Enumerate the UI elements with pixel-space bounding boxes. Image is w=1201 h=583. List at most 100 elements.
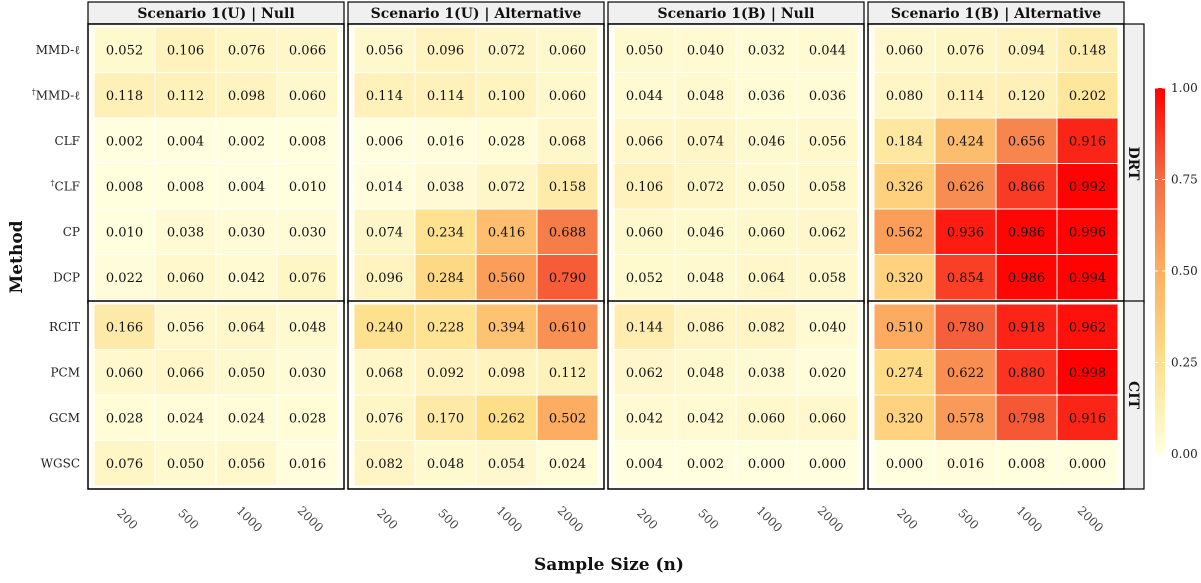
cell-value: 0.094: [1008, 43, 1045, 58]
cell-value: 0.790: [549, 271, 586, 286]
heatmap-cell: [674, 208, 737, 255]
heatmap-cell: [674, 440, 737, 487]
cell-value: 0.040: [809, 320, 846, 335]
cell-value: 0.062: [626, 366, 663, 381]
cell-value: 0.092: [427, 366, 464, 381]
cell-value: 0.060: [809, 411, 846, 426]
panel-title: Scenario 1(B) | Alternative: [891, 6, 1101, 22]
heatmap-cell: [276, 72, 339, 119]
cell-value: 0.082: [366, 457, 403, 472]
heatmap-cell: [154, 72, 217, 119]
cell-value: 0.100: [488, 89, 525, 104]
cell-value: 0.046: [687, 225, 724, 240]
heatmap-cell: [276, 163, 339, 210]
cell-value: 0.098: [228, 89, 265, 104]
heatmap-cell: [1056, 117, 1119, 164]
heatmap-cell: [215, 208, 278, 255]
cell-value: 0.072: [687, 180, 724, 195]
cell-value: 0.000: [886, 457, 923, 472]
cell-value: 0.106: [626, 180, 663, 195]
cell-value: 0.014: [366, 180, 403, 195]
heatmap-cell: [475, 163, 538, 210]
row-label: CLF: [55, 134, 80, 148]
heatmap-cell: [873, 72, 936, 119]
heatmap-cell: [536, 303, 599, 350]
row-label: GCM: [49, 411, 80, 425]
heatmap-cell: [873, 349, 936, 396]
cell-value: 0.000: [809, 457, 846, 472]
heatmap-cell: [796, 440, 859, 487]
heatmap-cell: [1056, 303, 1119, 350]
heatmap-cell: [735, 208, 798, 255]
x-tick-label: 500: [435, 506, 461, 532]
heatmap-cell: [536, 254, 599, 301]
row-label: MMD-ℓ: [36, 43, 80, 57]
cell-value: 0.068: [366, 366, 403, 381]
heatmap-cell: [276, 440, 339, 487]
heatmap-cell: [414, 394, 477, 441]
heatmap-cell: [154, 349, 217, 396]
cell-value: 0.780: [947, 320, 984, 335]
group-strip-label: DRT: [1125, 147, 1141, 182]
heatmap-cell: [613, 349, 676, 396]
cell-value: 0.060: [289, 89, 326, 104]
cell-value: 0.074: [366, 225, 403, 240]
heatmap-cell: [995, 163, 1058, 210]
cell-value: 0.028: [289, 411, 326, 426]
cell-value: 0.610: [549, 320, 586, 335]
cell-value: 0.044: [809, 43, 846, 58]
cell-value: 0.060: [549, 89, 586, 104]
cell-value: 0.058: [809, 180, 846, 195]
x-tick-label: 2000: [555, 503, 586, 534]
cell-value: 0.000: [748, 457, 785, 472]
cell-value: 0.056: [167, 320, 204, 335]
heatmap-cell: [796, 254, 859, 301]
cell-value: 0.986: [1008, 271, 1045, 286]
heatmap-cell: [674, 254, 737, 301]
heatmap-cell: [1056, 254, 1119, 301]
cell-value: 0.992: [1069, 180, 1106, 195]
heatmap-cell: [934, 303, 997, 350]
cell-value: 0.046: [748, 134, 785, 149]
heatmap-cell: [154, 440, 217, 487]
heatmap-cell: [353, 440, 416, 487]
cell-value: 0.072: [488, 43, 525, 58]
cell-value: 0.936: [947, 225, 984, 240]
heatmap-cell: [674, 117, 737, 164]
cell-value: 0.076: [289, 271, 326, 286]
colorbar-tick-label: 0.00: [1171, 447, 1198, 461]
heatmap-cell: [735, 303, 798, 350]
cell-value: 0.008: [167, 180, 204, 195]
cell-value: 0.074: [687, 134, 724, 149]
heatmap-cell: [934, 394, 997, 441]
heatmap-cell: [414, 72, 477, 119]
heatmap-cell: [934, 349, 997, 396]
heatmap-cell: [735, 163, 798, 210]
cell-value: 0.998: [1069, 366, 1106, 381]
heatmap-cell: [93, 349, 156, 396]
cell-value: 0.120: [1008, 89, 1045, 104]
cell-value: 0.036: [809, 89, 846, 104]
cell-value: 0.056: [366, 43, 403, 58]
heatmap-cell: [995, 349, 1058, 396]
cell-value: 0.394: [488, 320, 525, 335]
cell-value: 0.006: [366, 134, 403, 149]
heatmap-cell: [796, 349, 859, 396]
colorbar-tick-label: 1.00: [1171, 81, 1198, 95]
cell-value: 0.082: [748, 320, 785, 335]
heatmap-cell: [934, 254, 997, 301]
heatmap-cell: [796, 163, 859, 210]
heatmap-cell: [674, 303, 737, 350]
cell-value: 0.048: [427, 457, 464, 472]
cell-value: 0.060: [886, 43, 923, 58]
cell-value: 0.626: [947, 180, 984, 195]
heatmap-cell: [873, 26, 936, 73]
heatmap-cell: [995, 394, 1058, 441]
heatmap-cell: [995, 254, 1058, 301]
heatmap-cell: [154, 303, 217, 350]
cell-value: 0.030: [289, 366, 326, 381]
x-tick-label: 500: [175, 506, 201, 532]
cell-value: 0.066: [289, 43, 326, 58]
heatmap-cell: [276, 303, 339, 350]
